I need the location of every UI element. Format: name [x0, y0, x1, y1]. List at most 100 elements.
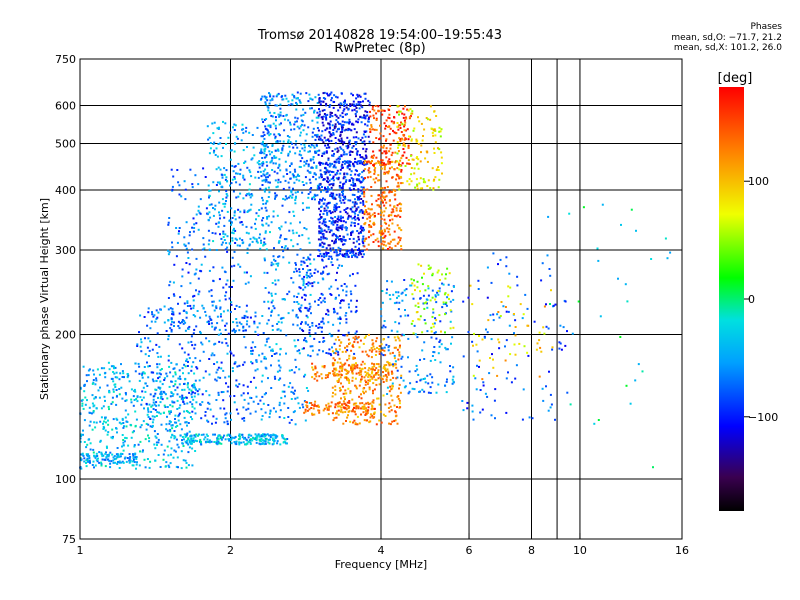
data-point [296, 243, 299, 246]
data-point [461, 400, 464, 402]
data-point [338, 370, 341, 373]
data-point [348, 342, 351, 345]
data-point [167, 221, 170, 224]
data-point [258, 209, 261, 211]
data-point [474, 377, 477, 380]
data-point [288, 421, 291, 424]
data-point [226, 210, 229, 213]
data-point [332, 192, 335, 195]
data-point [314, 268, 317, 271]
data-point [433, 128, 436, 131]
data-point [177, 377, 180, 380]
data-point [153, 430, 156, 433]
data-point [233, 441, 236, 443]
data-point [229, 242, 232, 245]
data-point [427, 179, 430, 182]
data-point [349, 150, 352, 153]
data-point [299, 134, 302, 137]
data-point [440, 162, 443, 165]
data-point [333, 368, 336, 371]
data-point [359, 251, 362, 254]
data-point [355, 365, 358, 368]
data-point [361, 402, 364, 405]
data-point [295, 178, 298, 181]
data-point [249, 441, 252, 444]
data-point [379, 137, 382, 140]
data-point [349, 215, 352, 218]
data-point [140, 403, 143, 406]
data-point [300, 260, 303, 263]
data-point [327, 143, 330, 146]
data-point [374, 167, 377, 169]
data-point [419, 297, 422, 300]
data-point [371, 349, 374, 352]
data-point [296, 125, 299, 128]
data-point [248, 325, 251, 328]
data-point [330, 178, 333, 181]
data-point [363, 140, 366, 143]
data-point [200, 433, 203, 436]
data-point [170, 380, 173, 383]
data-point [221, 198, 224, 201]
data-point [407, 159, 410, 161]
data-point [431, 315, 434, 318]
data-point [350, 224, 353, 227]
data-point [328, 405, 331, 408]
data-point [386, 376, 389, 379]
data-point [138, 372, 141, 375]
data-point [219, 376, 222, 379]
data-point [400, 248, 403, 251]
data-point [270, 314, 272, 317]
data-point [344, 180, 347, 183]
data-point [271, 97, 274, 100]
data-point [147, 423, 150, 426]
data-point [278, 123, 281, 126]
data-point [346, 252, 348, 255]
data-point [341, 367, 344, 370]
data-point [429, 187, 432, 189]
data-point [351, 254, 353, 257]
data-point [403, 124, 406, 126]
chart-title: Tromsø 20140828 19:54:00–19:55:43 [257, 28, 503, 43]
data-point [358, 373, 361, 376]
data-point [334, 221, 337, 224]
data-point [88, 460, 91, 463]
data-point [212, 214, 215, 217]
data-point [329, 247, 332, 250]
data-point [411, 110, 414, 113]
data-point [181, 388, 184, 391]
data-point [383, 228, 386, 231]
data-point [181, 442, 184, 445]
data-point [200, 417, 203, 420]
data-point [311, 98, 314, 101]
data-point [420, 378, 423, 381]
data-point [398, 137, 401, 140]
data-point [344, 346, 346, 349]
data-point [269, 436, 272, 438]
chart-subtitle: RwPretec (8p) [334, 41, 426, 56]
data-point [233, 362, 236, 365]
data-point [233, 227, 235, 230]
data-point [99, 439, 102, 442]
data-point [396, 152, 399, 155]
data-point [327, 244, 330, 247]
data-point [167, 308, 170, 311]
data-point [383, 366, 385, 368]
data-point [150, 320, 153, 323]
data-point [320, 301, 323, 304]
data-point [358, 173, 361, 175]
data-point [358, 250, 361, 253]
data-point [187, 372, 190, 375]
data-point [326, 212, 329, 214]
data-point [329, 93, 332, 96]
data-point [264, 127, 267, 130]
data-point [178, 227, 181, 229]
data-point [299, 160, 302, 163]
data-point [370, 124, 373, 127]
data-point [394, 419, 397, 422]
data-point [375, 117, 378, 120]
data-point [311, 131, 314, 134]
data-point [260, 150, 263, 153]
data-point [498, 347, 501, 350]
data-point [169, 307, 172, 310]
